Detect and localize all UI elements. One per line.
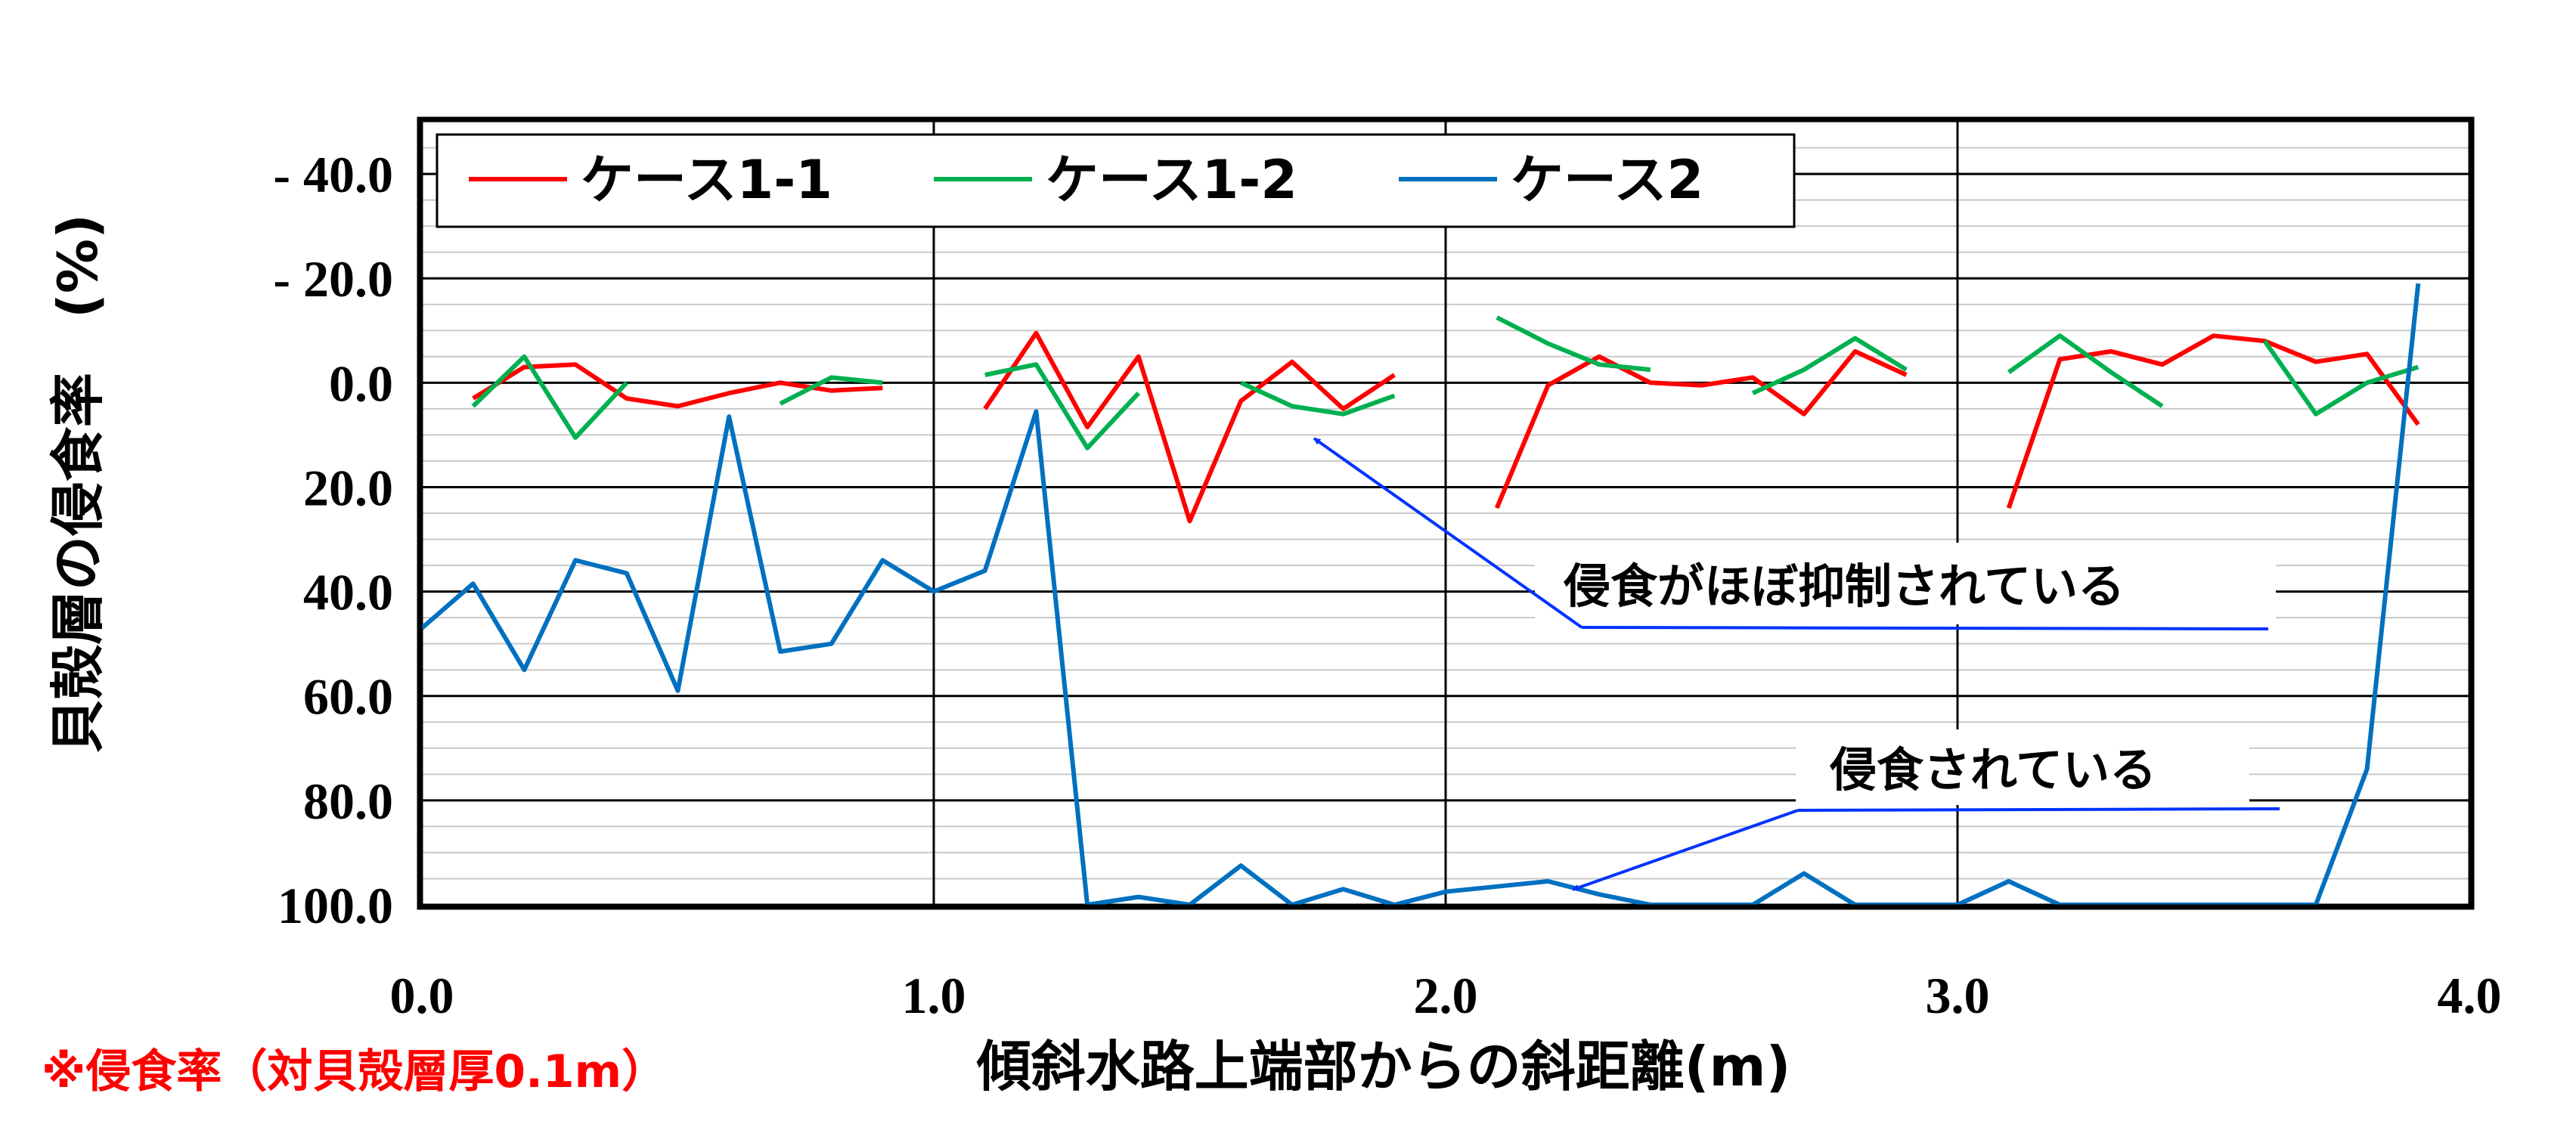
series-line-segment [2262, 339, 2419, 416]
annotation-suppressed-underline [1581, 626, 2269, 630]
series-line-segment [779, 375, 883, 406]
annotation-eroded-text: 侵食されている [1829, 742, 2156, 797]
series-line-segment [983, 330, 1396, 524]
series-line-segment [984, 362, 1140, 451]
y-tick-label: 80.0 [303, 773, 393, 830]
annotation-eroded: 侵食されている [1572, 729, 2280, 891]
legend: ケース1-1 ケース1-2 ケース2 [436, 133, 1796, 228]
legend-label-case-1-2: ケース1-2 [1046, 149, 1297, 211]
series-line-segment [471, 354, 628, 440]
x-tick-label: 3.0 [1926, 967, 1990, 1024]
footnote: ※侵食率（対貝殻層厚0.1m） [42, 1045, 667, 1098]
y-tick-label: 60.0 [303, 668, 393, 726]
x-tick-labels: 0.0 1.0 2.0 3.0 4.0 [390, 967, 2502, 1024]
annotation-eroded-underline [1797, 807, 2280, 812]
annotation-suppressed-box [1535, 543, 2276, 624]
legend-label-case-2: ケース2 [1511, 149, 1703, 211]
legend-label-case-1-1: ケース1-1 [581, 149, 832, 211]
annotation-eroded-box [1796, 729, 2249, 805]
series-line-segment [1239, 380, 1396, 416]
series-line-segment [2007, 333, 2164, 408]
series-layer [420, 283, 2421, 907]
annotation-suppressed: 侵食がほぼ抑制されている [1313, 437, 2276, 630]
y-tick-labels: - 40.0 - 20.0 0.0 20.0 40.0 60.0 80.0 100.0 [273, 146, 393, 934]
series-1 [472, 330, 2420, 524]
series-line-segment [1494, 348, 1908, 509]
x-tick-label: 0.0 [390, 967, 454, 1024]
series-line-segment [2006, 333, 2420, 509]
x-tick-label: 1.0 [902, 967, 966, 1024]
series-line-segment [1496, 315, 1651, 373]
y-tick-label: 20.0 [303, 459, 393, 516]
annotation-suppressed-arrow [1313, 437, 1583, 629]
x-tick-label: 2.0 [1414, 967, 1478, 1024]
y-tick-label: 0.0 [329, 355, 393, 412]
x-axis-label: 傾斜水路上端部からの斜距離(m) [976, 1035, 1791, 1098]
annotation-eroded-arrow [1572, 809, 1799, 891]
y-tick-label: 40.0 [303, 564, 393, 621]
y-tick-label: - 20.0 [273, 250, 393, 308]
legend-box [436, 133, 1796, 228]
y-tick-label: 100.0 [277, 877, 393, 934]
y-tick-label: - 40.0 [273, 146, 393, 203]
annotation-suppressed-text: 侵食がほぼ抑制されている [1563, 559, 2125, 614]
series-line-segment [1751, 336, 1908, 395]
y-axis-label: 貝殻層の侵食率 (%) [46, 214, 110, 754]
plot-area-border [417, 116, 2475, 910]
series-2 [471, 315, 2419, 451]
x-tick-label: 4.0 [2438, 967, 2502, 1024]
